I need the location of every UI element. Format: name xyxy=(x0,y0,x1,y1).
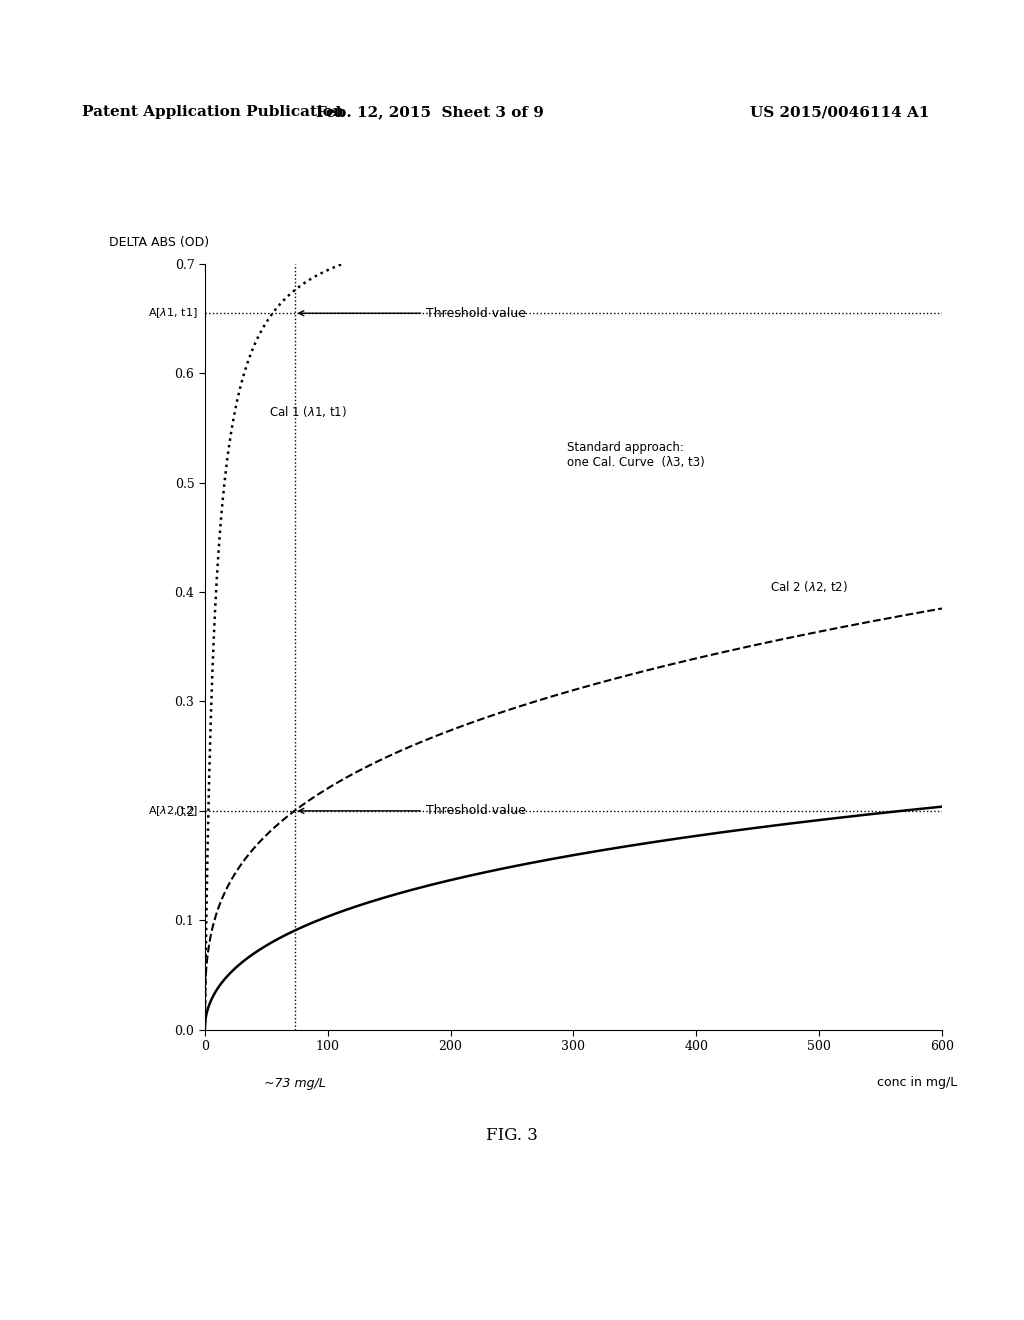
Text: DELTA ABS (OD): DELTA ABS (OD) xyxy=(109,236,209,248)
Text: FIG. 3: FIG. 3 xyxy=(486,1127,538,1143)
Text: US 2015/0046114 A1: US 2015/0046114 A1 xyxy=(750,106,930,119)
Text: Patent Application Publication: Patent Application Publication xyxy=(82,106,344,119)
Text: Feb. 12, 2015  Sheet 3 of 9: Feb. 12, 2015 Sheet 3 of 9 xyxy=(316,106,544,119)
Text: Cal 2 ($\lambda$2, t2): Cal 2 ($\lambda$2, t2) xyxy=(770,579,848,594)
Text: Threshold value: Threshold value xyxy=(299,306,526,319)
Text: ~73 mg/L: ~73 mg/L xyxy=(263,1077,326,1090)
Text: Cal 1 ($\lambda$1, t1): Cal 1 ($\lambda$1, t1) xyxy=(268,404,346,420)
Text: Threshold value: Threshold value xyxy=(299,804,526,817)
Text: A[$\lambda$1, t1]: A[$\lambda$1, t1] xyxy=(147,306,198,321)
Text: A[$\lambda$2, t2]: A[$\lambda$2, t2] xyxy=(147,804,198,818)
Text: conc in mg/L: conc in mg/L xyxy=(877,1076,956,1089)
Text: Standard approach:
one Cal. Curve  (λ3, t3): Standard approach: one Cal. Curve (λ3, t… xyxy=(567,441,706,470)
